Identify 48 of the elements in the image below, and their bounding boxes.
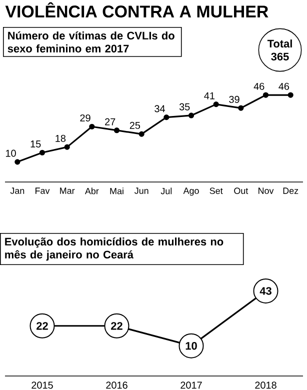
data-label: 22	[36, 322, 48, 330]
data-label: 25	[130, 122, 140, 129]
point	[39, 150, 46, 156]
data-label: 46	[278, 82, 290, 90]
data-label: 18	[56, 134, 66, 142]
data-label: 46	[254, 82, 264, 90]
x-tick-label: 2018	[255, 382, 276, 389]
point	[14, 159, 20, 165]
data-label: 35	[179, 103, 190, 110]
x-tick-label: Dez	[283, 188, 298, 194]
point	[238, 105, 244, 111]
data-label: 29	[80, 114, 90, 122]
chart-title: Evolução dos homicídios de mulheres no mês de janeiro no Ceará	[5, 237, 224, 261]
x-tick-label: 2016	[106, 382, 128, 389]
x-tick-label: Jun	[134, 188, 148, 194]
point	[89, 124, 95, 130]
point	[64, 144, 70, 150]
x-tick-label: Jul	[160, 188, 172, 194]
data-label: 43	[260, 287, 272, 295]
x-tick-label: Fav	[36, 188, 50, 194]
x-tick-label: 2015	[32, 382, 53, 389]
chart-subtitle: Número de vítimas de CVLIs do sexo feminino em 2017	[8, 31, 174, 52]
data-label: 10	[186, 342, 197, 350]
x-tick-label: 2017	[180, 382, 202, 389]
x-tick-label: Mar	[60, 188, 75, 194]
data-label: 27	[105, 118, 116, 126]
data-label: 34	[154, 105, 166, 112]
point	[164, 114, 170, 120]
x-tick-label: Set	[210, 188, 223, 194]
point	[138, 131, 144, 137]
point	[188, 112, 194, 118]
x-tick-label: Out	[234, 188, 248, 194]
x-tick-label: Jan	[10, 188, 24, 194]
x-tick-label: Abr	[84, 188, 99, 194]
point	[288, 92, 294, 98]
data-label: 10	[6, 150, 16, 157]
text: Total 365	[267, 39, 292, 61]
point	[262, 92, 269, 98]
x-tick-label: Nov	[258, 188, 274, 194]
x-tick-label: Mai	[110, 188, 124, 194]
data-label: 15	[30, 140, 41, 148]
data-label: 22	[111, 322, 122, 330]
x-tick-label: Ago	[183, 188, 199, 196]
point	[213, 102, 219, 108]
chart-title: VIOLÊNCIA CONTRA A MULHER	[5, 2, 268, 18]
point	[114, 128, 120, 134]
data-label: 41	[204, 92, 214, 100]
data-label: 39	[229, 96, 240, 103]
